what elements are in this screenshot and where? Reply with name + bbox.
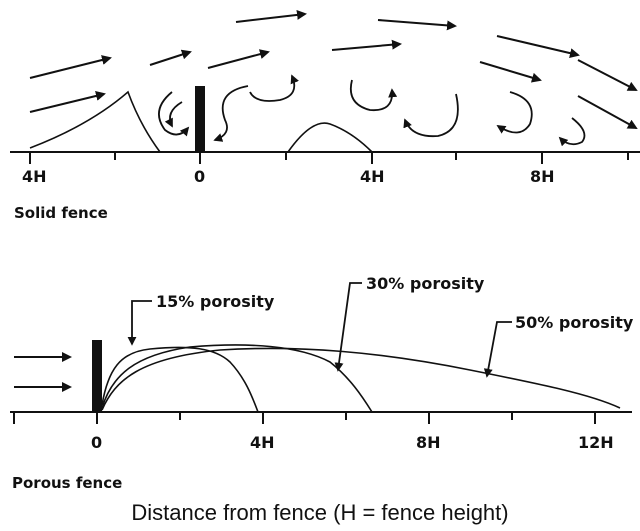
series-label-50: 50% porosity — [515, 313, 634, 332]
solid-tick-label: 4H — [360, 167, 385, 186]
callout-30 — [334, 282, 362, 372]
incoming-wind-arrows — [14, 352, 72, 392]
porosity-curve-15 — [101, 346, 259, 413]
curved-arrow-icon — [249, 74, 299, 102]
eddy-arrows — [158, 74, 586, 147]
series-label-15: 15% porosity — [156, 292, 275, 311]
arrow-icon — [149, 49, 192, 66]
porous-tick-label: 4H — [250, 433, 275, 452]
solid-fence-panel: 4H 0 4H 8H Solid fence — [10, 9, 640, 222]
curved-arrow-icon — [349, 79, 398, 112]
curved-arrow-icon — [158, 91, 190, 137]
solid-fence-bar — [195, 86, 205, 152]
arrow-icon — [235, 9, 307, 23]
arrow-icon — [577, 95, 638, 129]
porous-tick-label: 8H — [416, 433, 441, 452]
arrow-icon — [29, 91, 106, 113]
solid-flow-curve — [287, 122, 373, 153]
series-callouts — [127, 282, 512, 378]
solid-tick-label: 4H — [22, 167, 47, 186]
arrow-icon — [207, 49, 270, 69]
wind-arrows — [29, 9, 638, 129]
porous-tick-label: 12H — [578, 433, 614, 452]
porous-tick-label: 0 — [91, 433, 102, 452]
arrow-icon — [331, 39, 402, 51]
solid-tick-label: 8H — [530, 167, 555, 186]
curved-arrow-icon — [213, 85, 249, 142]
porosity-curve-50 — [101, 347, 621, 411]
arrow-icon — [577, 59, 638, 91]
diagram-caption: Distance from fence (H = fence height) — [131, 500, 508, 525]
curved-arrow-icon — [164, 101, 183, 128]
solid-axis-ticks — [29, 152, 629, 164]
arrow-icon — [29, 55, 112, 79]
solid-fence-label: Solid fence — [14, 204, 108, 222]
porous-fence-bar — [92, 340, 102, 412]
solid-flow-curve — [29, 90, 161, 153]
curved-arrow-icon — [496, 91, 533, 134]
curved-arrow-icon — [403, 93, 459, 138]
curved-arrow-icon — [558, 117, 586, 147]
arrow-icon — [377, 19, 457, 31]
porous-fence-panel: 0 4H 8H 12H Porous fence 15% porosity 30… — [10, 274, 634, 492]
callout-50 — [483, 321, 512, 378]
porous-fence-label: Porous fence — [12, 474, 122, 492]
arrow-icon — [479, 61, 542, 83]
arrow-icon — [496, 35, 580, 59]
porosity-curve-30 — [101, 344, 373, 413]
callout-15 — [127, 300, 152, 346]
porous-axis-ticks — [13, 412, 596, 424]
solid-tick-label: 0 — [194, 167, 205, 186]
series-label-30: 30% porosity — [366, 274, 485, 293]
